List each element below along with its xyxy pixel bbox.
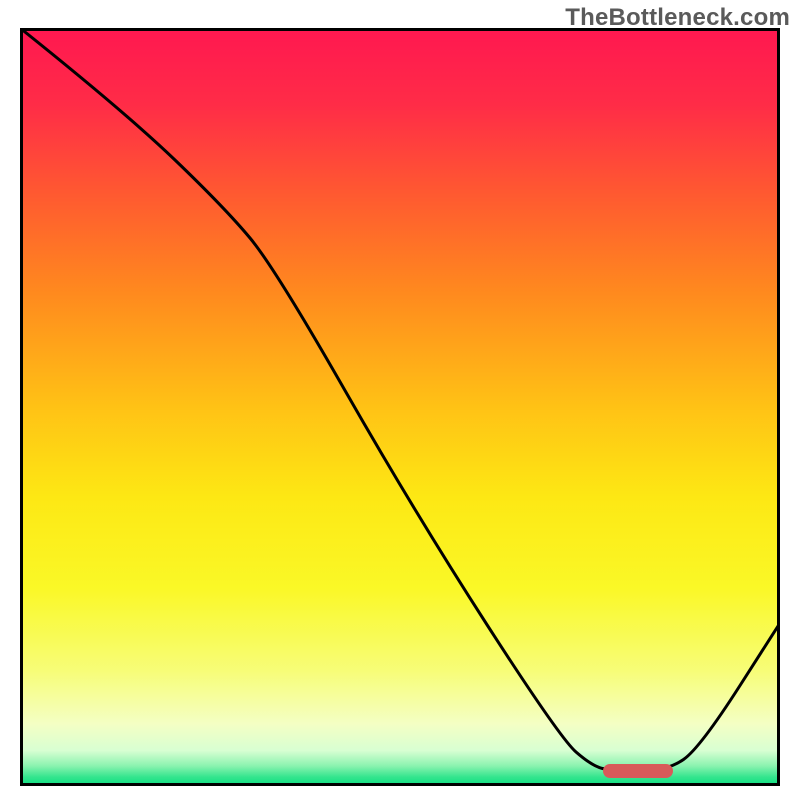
gradient-background: [22, 30, 779, 785]
chart-svg: [20, 28, 780, 786]
plot-area: [20, 28, 780, 786]
chart-root: TheBottleneck.com: [0, 0, 800, 800]
optimal-marker: [603, 764, 673, 778]
